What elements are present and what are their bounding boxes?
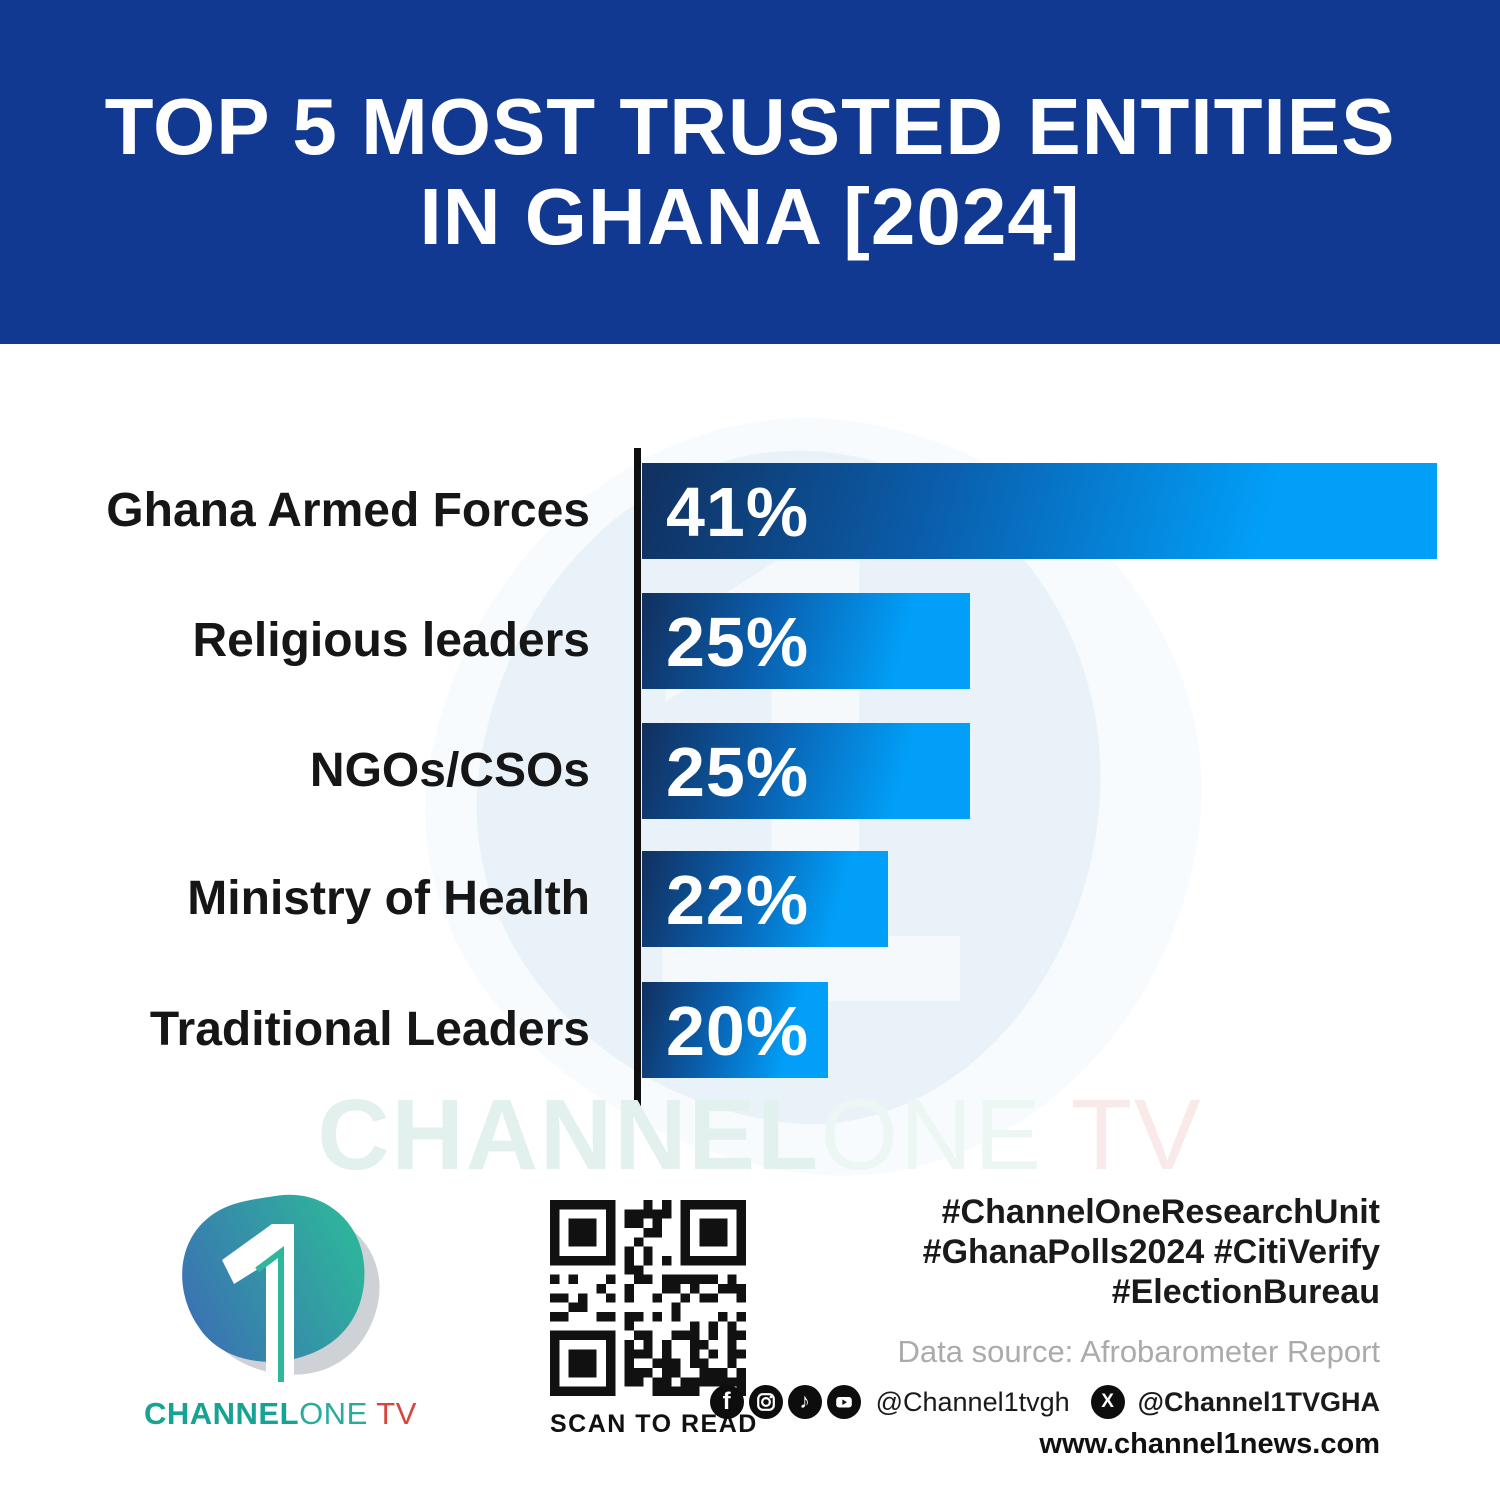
qr-code: [550, 1200, 746, 1396]
logo-wordmark: CHANNELONE TV: [144, 1396, 484, 1432]
bar-value-label: 20%: [666, 992, 810, 1070]
hashtags-line3: #ElectionBureau: [1111, 1273, 1380, 1311]
chart-row: Ghana Armed Forces 41%: [0, 463, 1500, 559]
chart-row: Religious leaders 25%: [0, 593, 1500, 689]
chart-row: Ministry of Health 22%: [0, 851, 1500, 947]
bar-label: Religious leaders: [192, 614, 590, 667]
instagram-icon: [748, 1385, 783, 1419]
footer-right-column: #ChannelOneResearchUnit #GhanaPolls2024 …: [660, 1192, 1380, 1461]
data-source: Data source: Afrobarometer Report: [897, 1334, 1380, 1369]
header-banner: TOP 5 MOST TRUSTED ENTITIES IN GHANA [20…: [0, 0, 1500, 344]
logo-digit-1: [222, 1224, 294, 1390]
logo-digit-1-inline: [255, 1246, 284, 1382]
page-title-line1: TOP 5 MOST TRUSTED ENTITIES: [104, 82, 1396, 171]
x-icon: X: [1090, 1385, 1125, 1419]
logo-wordmark-tv: TV: [367, 1396, 417, 1431]
chart-row: Traditional Leaders 20%: [0, 982, 1500, 1078]
bar: 22%: [642, 851, 888, 947]
bar-label: Traditional Leaders: [149, 1003, 590, 1056]
bar: 25%: [642, 723, 970, 819]
facebook-icon: f: [709, 1385, 744, 1419]
social-handle-x: @Channel1TVGHA: [1137, 1386, 1380, 1417]
tiktok-icon: ♪: [787, 1385, 822, 1419]
chart-row: NGOs/CSOs 25%: [0, 723, 1500, 819]
chart-axis: [634, 448, 641, 1108]
bar-value-label: 25%: [666, 733, 810, 811]
bar-value-label: 25%: [666, 603, 810, 681]
watermark-wordmark: CHANNELONE TV: [0, 1078, 1500, 1193]
social-row: f ♪ @Channel1tvgh X @Channel1TVGHA: [660, 1382, 1380, 1422]
social-handle-main: @Channel1tvgh: [875, 1386, 1070, 1417]
bar: 20%: [642, 982, 828, 1078]
website-url: www.channel1news.com: [1039, 1428, 1380, 1460]
hashtags-line2: #GhanaPolls2024 #CitiVerify: [922, 1233, 1380, 1271]
watermark-one: ONE: [820, 1079, 1043, 1191]
bar-label: Ministry of Health: [187, 872, 590, 925]
page-title-line2: IN GHANA [2024]: [419, 172, 1081, 261]
watermark-tv: TV: [1042, 1079, 1203, 1191]
channel-one-logo-icon: [182, 1194, 380, 1390]
channel-one-logo: CHANNELONE TV: [144, 1186, 480, 1446]
logo-wordmark-channel: CHANNEL: [144, 1396, 300, 1431]
bar-label: Ghana Armed Forces: [106, 484, 590, 537]
bar: 41%: [642, 463, 1437, 559]
youtube-icon: [826, 1385, 861, 1419]
bar-value-label: 41%: [666, 473, 810, 551]
logo-wordmark-one: ONE: [299, 1396, 368, 1431]
hashtags-line1: #ChannelOneResearchUnit: [941, 1193, 1380, 1231]
bar-label: NGOs/CSOs: [309, 744, 590, 797]
watermark-channel: CHANNEL: [317, 1079, 821, 1191]
bar: 25%: [642, 593, 970, 689]
bar-value-label: 22%: [666, 861, 810, 939]
